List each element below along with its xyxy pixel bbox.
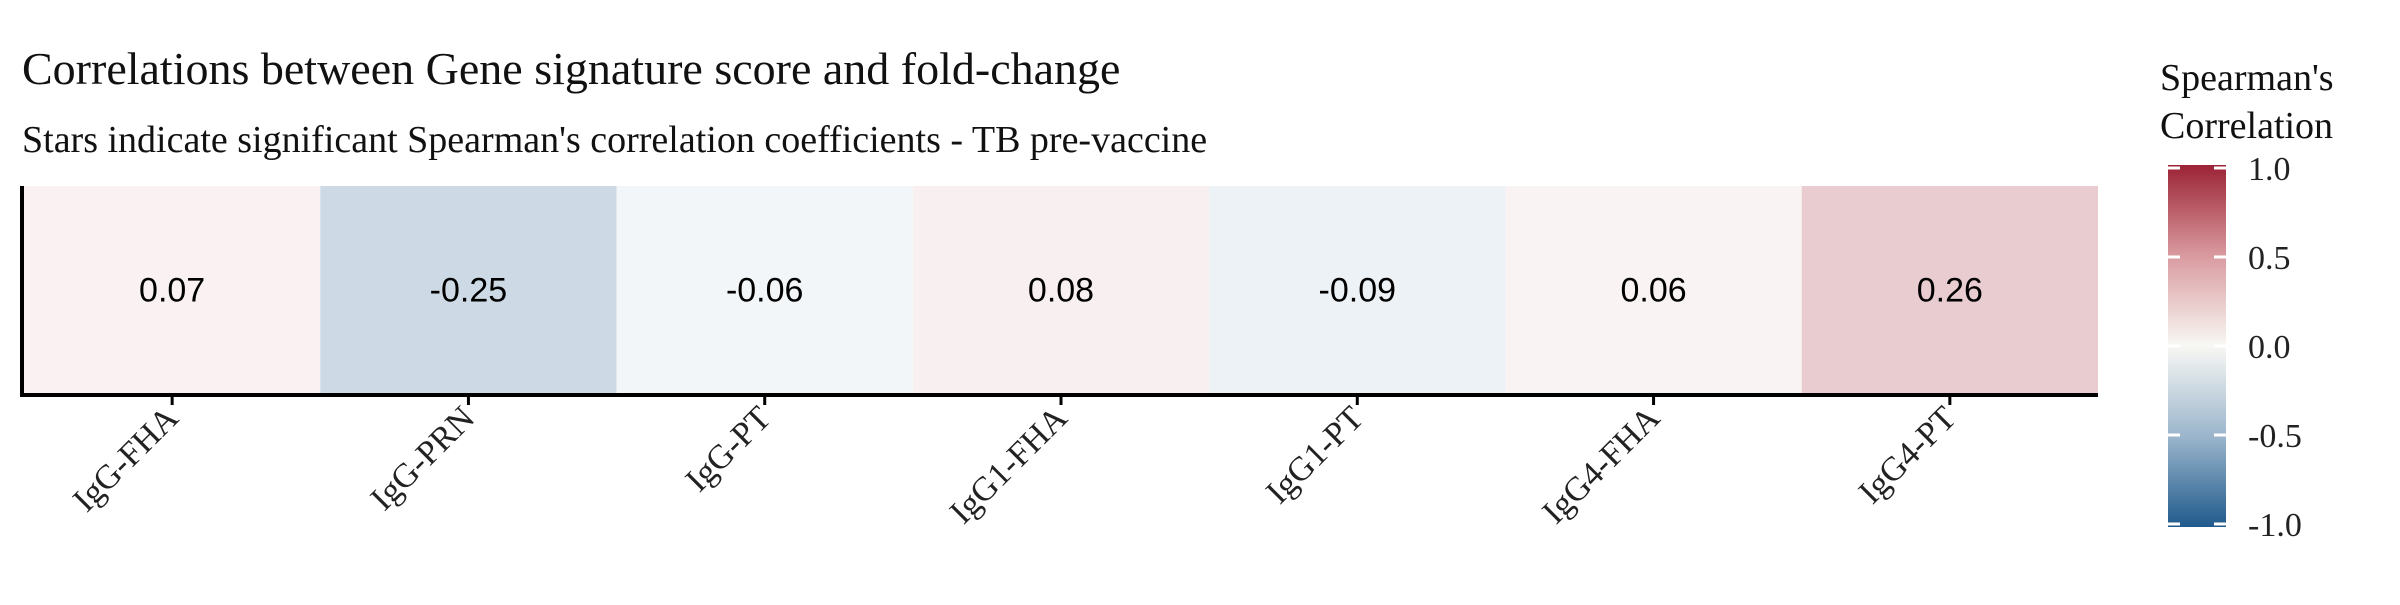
- colorbar-tick-label: -0.5: [2248, 418, 2302, 455]
- chart-subtitle: Stars indicate significant Spearman's co…: [22, 119, 1207, 161]
- colorbar-title-line1: Spearman's: [2160, 57, 2334, 99]
- cell-value-label: 0.07: [139, 272, 205, 310]
- x-tick-label: IgG1-PT: [1259, 399, 1371, 511]
- heatmap-cell: [1801, 186, 2098, 393]
- cell-value-label: 0.08: [1028, 272, 1094, 310]
- colorbar-tick-label: -1.0: [2248, 507, 2302, 544]
- heatmap-cell: [1505, 186, 1802, 393]
- colorbar-tick-label: 0.0: [2248, 329, 2291, 366]
- x-axis-ticks: [170, 395, 1952, 405]
- cell-value-label: -0.09: [1319, 272, 1397, 310]
- colorbar-ticks: 1.0 0.5 0.0 -0.5 -1.0: [2168, 151, 2302, 544]
- x-tick-label: IgG-FHA: [66, 399, 186, 519]
- colorbar-title-line2: Correlation: [2160, 105, 2333, 147]
- colorbar-legend: Spearman's Correlation 1.0 0.5 0.0 -0.5 -1.0: [2160, 57, 2334, 544]
- cell-value-label: -0.06: [726, 272, 804, 310]
- x-tick-label: IgG4-FHA: [1536, 399, 1668, 531]
- heatmap-cell: [320, 186, 617, 393]
- colorbar-tick-label: 1.0: [2248, 151, 2291, 188]
- heatmap-cell: [24, 186, 321, 393]
- x-tick-label: IgG-PT: [679, 399, 779, 499]
- cell-value-labels: 0.07 -0.25 -0.06 0.08 -0.09 0.06 0.26: [139, 272, 1983, 310]
- x-tick-label: IgG4-PT: [1852, 399, 1964, 511]
- cell-value-label: 0.06: [1620, 272, 1686, 310]
- x-axis-tick-labels: IgG-FHA IgG-PRN IgG-PT IgG1-FHA IgG1-PT IgG4-…: [66, 399, 1964, 531]
- heatmap-cell: [912, 186, 1210, 393]
- heatmap-cell: [1209, 186, 1506, 393]
- cell-value-label: 0.26: [1917, 272, 1983, 310]
- heatmap-cell: [616, 186, 913, 393]
- x-tick-label: IgG-PRN: [364, 399, 482, 517]
- colorbar-tick-label: 0.5: [2248, 240, 2291, 277]
- chart-title: Correlations between Gene signature scor…: [22, 43, 1120, 94]
- heatmap-cells: [24, 186, 2098, 393]
- cell-value-label: -0.25: [430, 272, 508, 310]
- x-tick-label: IgG1-FHA: [943, 399, 1075, 531]
